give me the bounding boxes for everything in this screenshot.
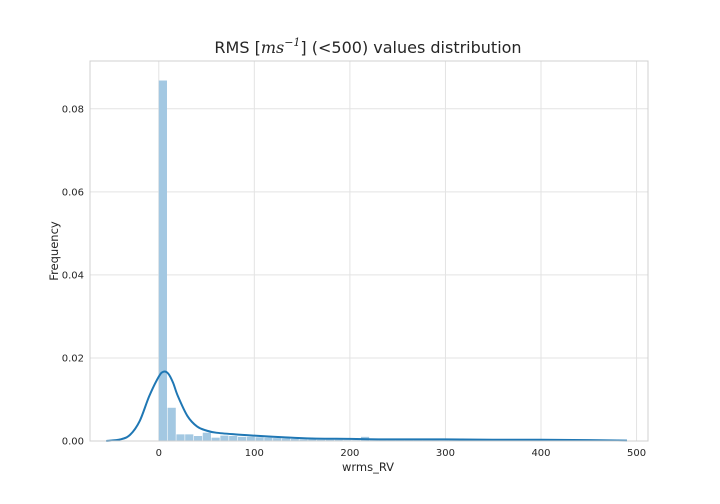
- histogram-bar-20: [334, 439, 343, 441]
- histogram-bar-11: [255, 437, 264, 441]
- histogram-bar-19: [325, 439, 335, 441]
- x-tick-label-1: 100: [245, 448, 264, 459]
- y-tick-label-0: 0.00: [62, 437, 84, 448]
- histogram-bar-8: [229, 436, 238, 441]
- histogram-bar-2: [176, 434, 185, 441]
- x-tick-label-0: 0: [156, 448, 162, 459]
- x-axis-label: wrms_RV: [342, 460, 394, 474]
- x-tick-label-5: 500: [627, 448, 646, 459]
- y-tick-label-4: 0.08: [62, 104, 84, 115]
- histogram-bar-17: [308, 439, 317, 441]
- y-tick-labels: 0.00 0.02 0.04 0.06 0.08: [62, 104, 84, 447]
- y-axis-label: Frequency: [47, 221, 61, 281]
- y-tick-label-1: 0.02: [62, 353, 84, 364]
- histogram-bar-6: [211, 437, 220, 441]
- histogram-bar-4: [193, 436, 203, 441]
- histogram-bar-9: [237, 436, 247, 441]
- chart-title-prefix: RMS [: [214, 38, 260, 57]
- x-tick-labels: 0 100 200 300 400 500: [156, 448, 646, 459]
- y-tick-label-3: 0.06: [62, 187, 84, 198]
- x-tick-label-2: 200: [340, 448, 359, 459]
- chart-title-exponent: −1: [284, 36, 300, 49]
- chart-title-math: ms: [261, 38, 284, 57]
- histogram-bar-3: [185, 434, 194, 441]
- histogram-bar-13: [273, 438, 282, 441]
- histogram-bar-18: [317, 439, 326, 441]
- histogram-bar-15: [290, 438, 299, 441]
- x-tick-label-4: 400: [531, 448, 550, 459]
- histogram-bar-5: [202, 432, 211, 441]
- histogram-bar-12: [264, 437, 273, 441]
- histogram-bar-14: [281, 438, 291, 441]
- histogram-bar-10: [246, 436, 255, 441]
- histogram-bar-16: [299, 439, 308, 441]
- chart-title-suffix: ] (<500) values distribution: [300, 38, 521, 57]
- chart-title: RMS [ms−1] (<500) values distribution: [214, 36, 521, 57]
- histogram-bar-7: [220, 435, 229, 441]
- histogram-bar-1: [167, 407, 176, 441]
- plot-frame: [89, 60, 649, 442]
- kde-curve: [106, 370, 627, 442]
- histogram-bar-0: [158, 80, 167, 441]
- y-tick-label-2: 0.04: [62, 270, 84, 281]
- x-tick-label-3: 300: [436, 448, 455, 459]
